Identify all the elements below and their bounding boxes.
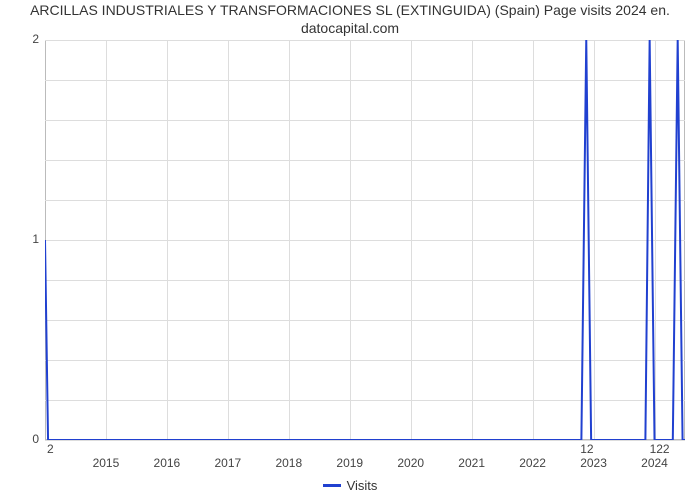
legend-swatch <box>323 484 341 487</box>
x-tick-label: 2015 <box>93 456 120 470</box>
x-tick-label: 2022 <box>519 456 546 470</box>
x-tick-label: 2023 <box>580 456 607 470</box>
baseline-number: 122 <box>650 442 670 456</box>
chart-title-line1: ARCILLAS INDUSTRIALES Y TRANSFORMACIONES… <box>30 2 670 18</box>
y-tick-label: 2 <box>17 32 39 46</box>
baseline-number: 12 <box>580 442 593 456</box>
x-tick-label: 2020 <box>397 456 424 470</box>
x-tick-label: 2017 <box>214 456 241 470</box>
x-tick-label: 2018 <box>275 456 302 470</box>
series-line <box>45 40 685 440</box>
x-tick-label: 2016 <box>154 456 181 470</box>
legend-item-visits: Visits <box>323 478 378 493</box>
legend: Visits <box>0 474 700 493</box>
y-tick-label: 0 <box>17 432 39 446</box>
y-tick-label: 1 <box>17 232 39 246</box>
baseline-number: 2 <box>47 442 54 456</box>
x-tick-label: 2021 <box>458 456 485 470</box>
chart-container: { "chart": { "type": "line", "title_line… <box>0 0 700 500</box>
legend-label: Visits <box>347 478 378 493</box>
plot-area: 0122015201620172018201920202021202220232… <box>45 40 685 440</box>
x-tick-label: 2024 <box>641 456 668 470</box>
grid-line <box>45 440 685 441</box>
chart-title: ARCILLAS INDUSTRIALES Y TRANSFORMACIONES… <box>0 2 700 37</box>
x-tick-label: 2019 <box>336 456 363 470</box>
chart-title-line2: datocapital.com <box>301 20 399 36</box>
